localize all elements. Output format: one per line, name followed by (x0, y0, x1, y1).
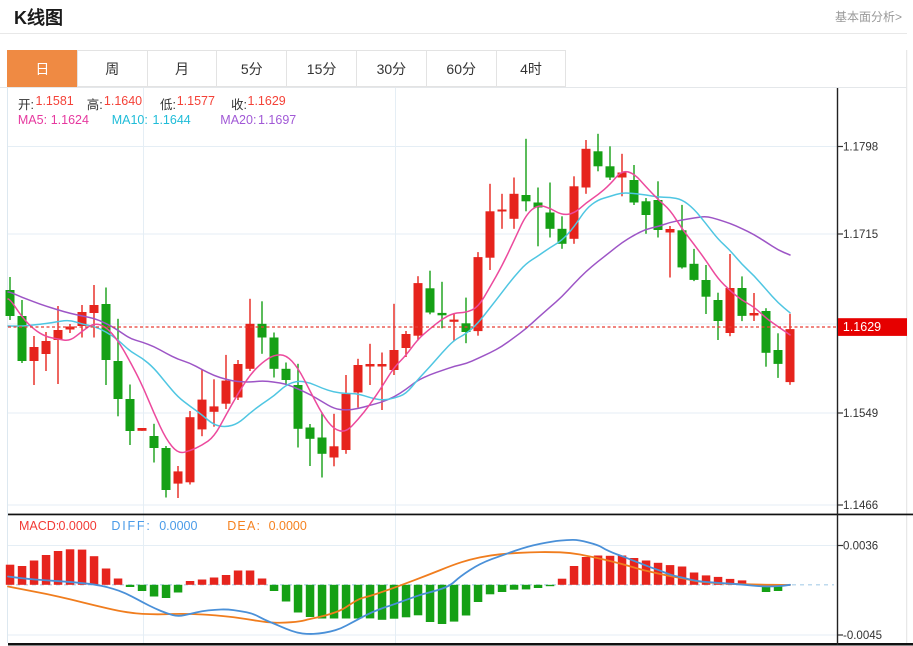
svg-text:1.1798: 1.1798 (843, 142, 878, 154)
svg-text:1.1629: 1.1629 (843, 320, 881, 334)
svg-text:1.1715: 1.1715 (843, 229, 878, 241)
svg-text:0.0036: 0.0036 (843, 541, 878, 553)
svg-text:1.1549: 1.1549 (843, 408, 878, 420)
svg-text:-0.0045: -0.0045 (843, 630, 882, 642)
svg-text:1.1466: 1.1466 (843, 500, 878, 512)
